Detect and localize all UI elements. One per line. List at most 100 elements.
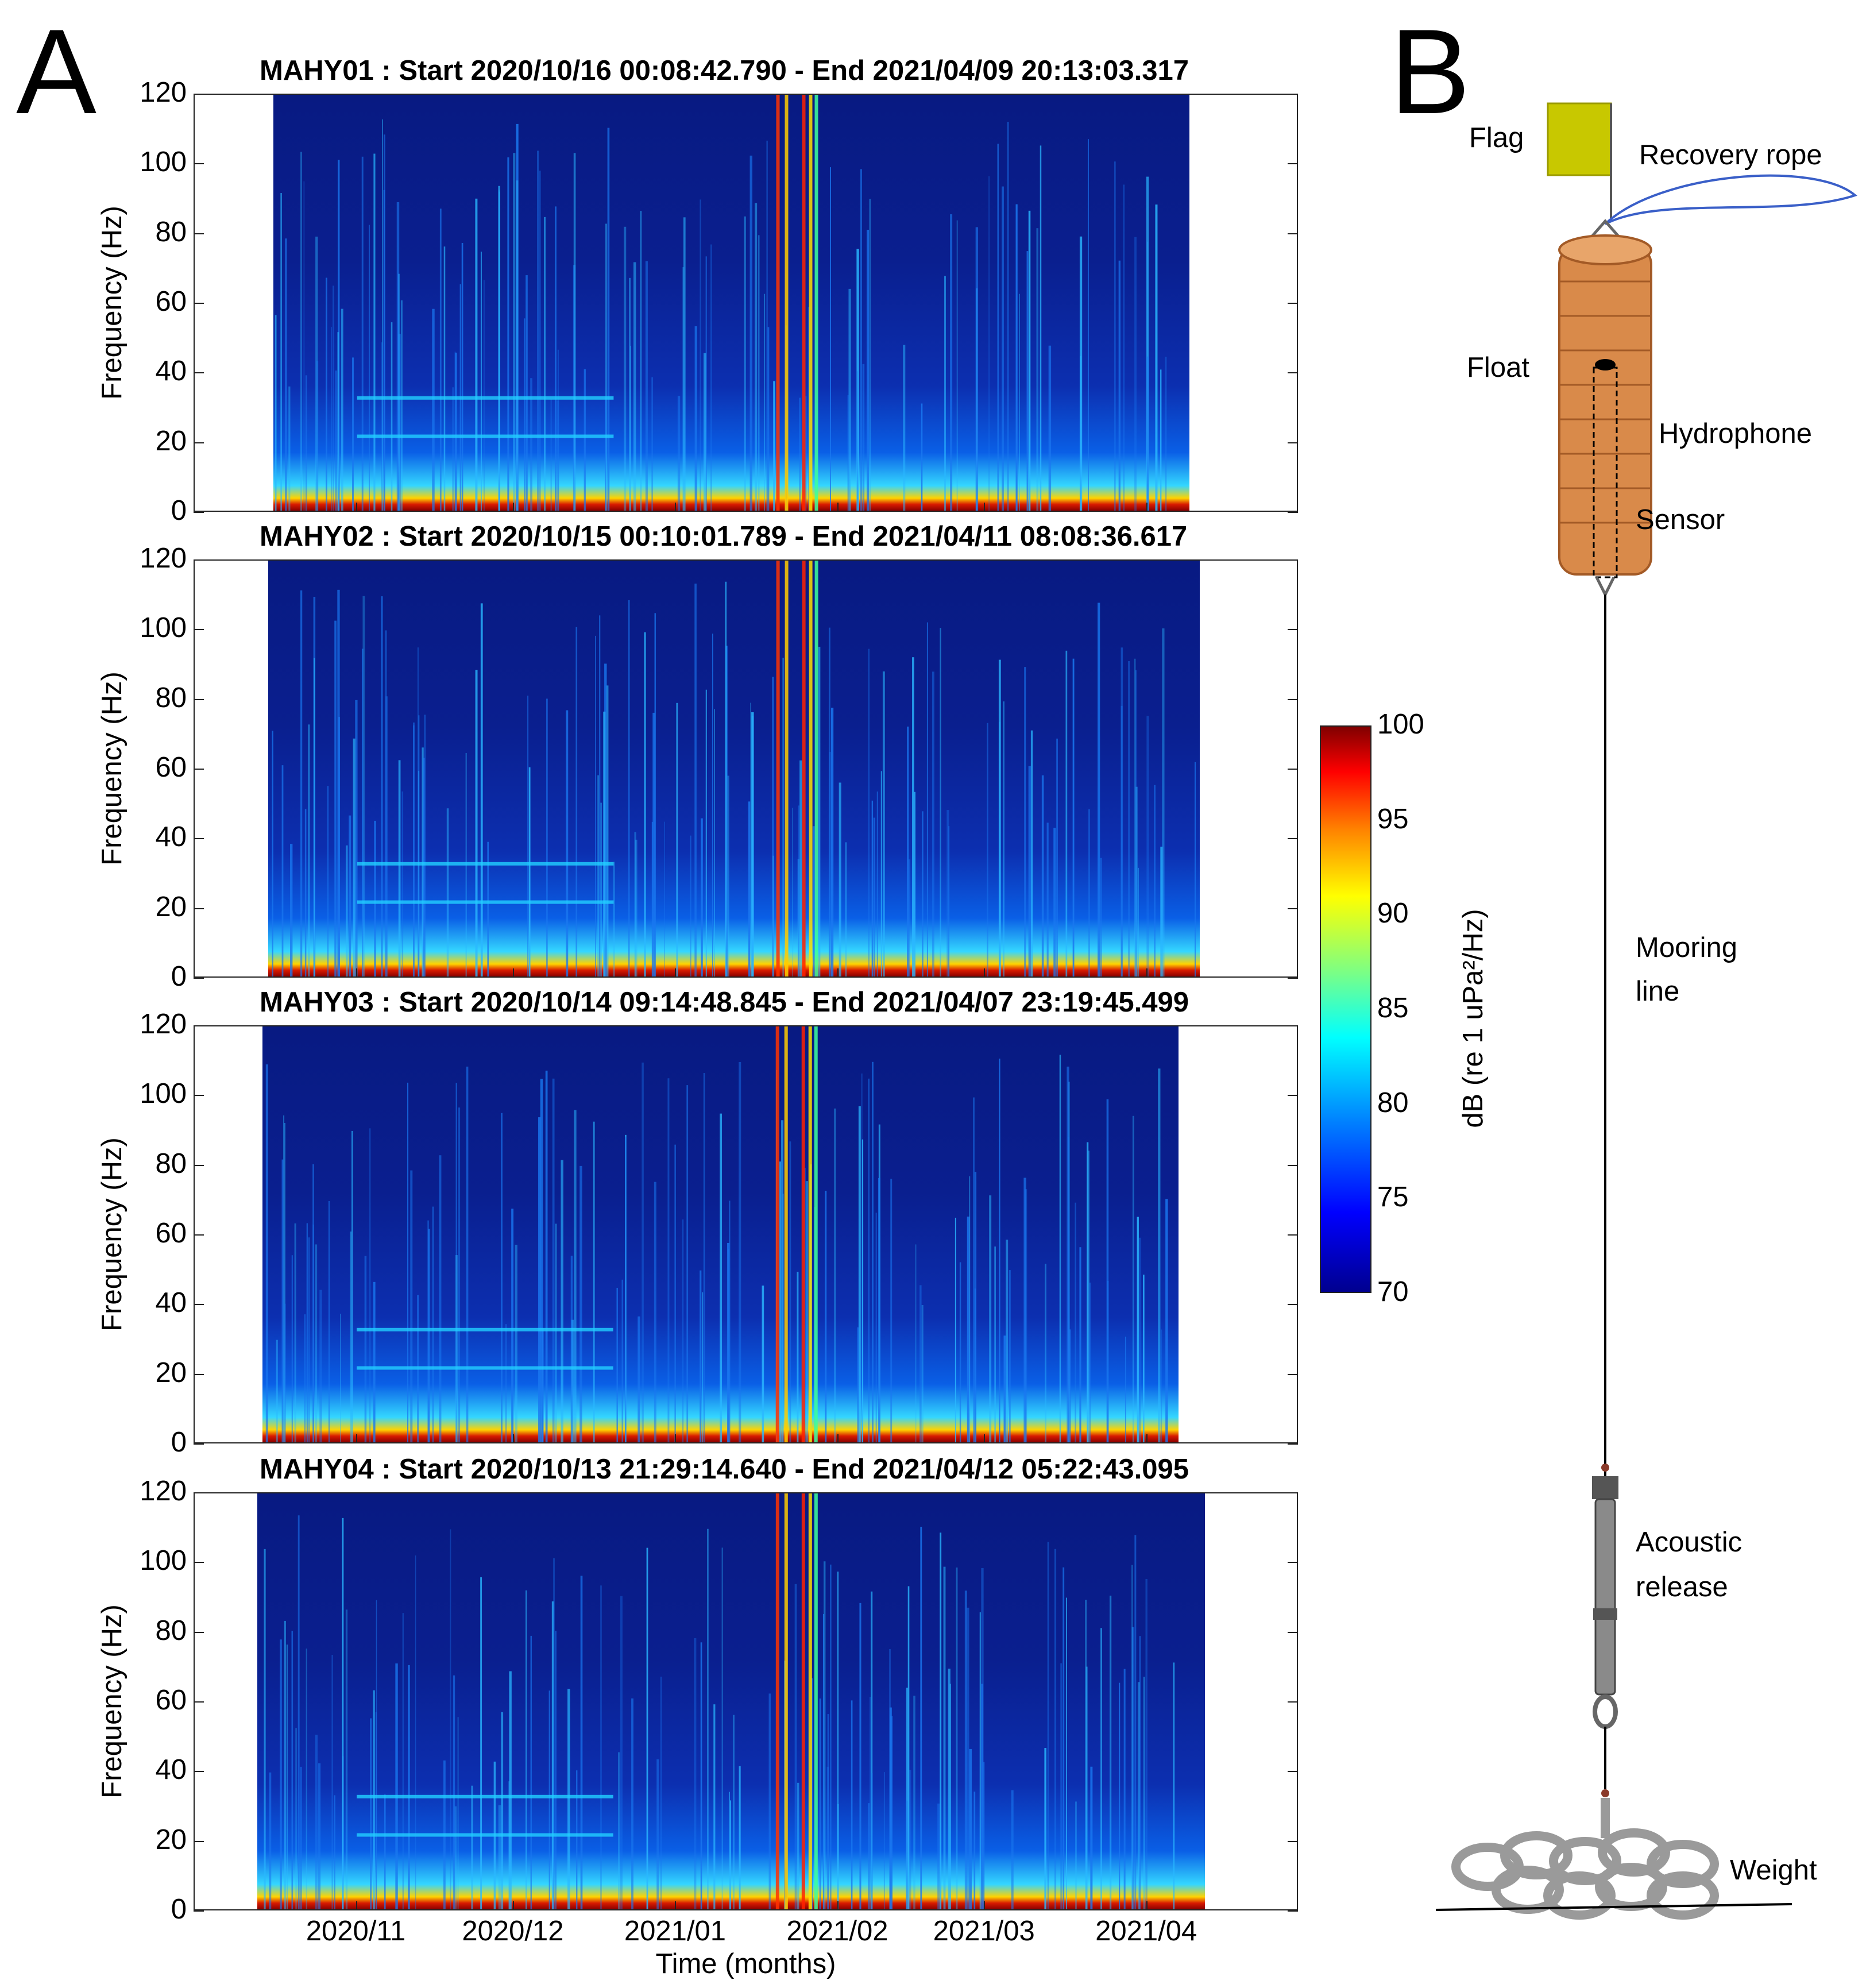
streak [376, 1600, 377, 1909]
streak [345, 845, 348, 976]
tonal-band [357, 900, 614, 904]
streak [483, 280, 485, 511]
streak [654, 613, 656, 976]
spectrogram-plot [194, 94, 1298, 512]
colorbar-tick-label: 80 [1377, 1087, 1409, 1118]
streak [830, 708, 833, 976]
streak [524, 318, 526, 511]
y-tick [194, 1701, 204, 1703]
streak [421, 747, 424, 976]
y-tick-label: 120 [140, 543, 187, 574]
streak [871, 800, 873, 976]
streak [749, 155, 752, 511]
streak [656, 1759, 659, 1909]
streak [859, 1603, 861, 1909]
x-tick [356, 968, 357, 978]
y-tick [1288, 233, 1298, 234]
streak [561, 1160, 564, 1442]
streak [512, 153, 516, 511]
streak [350, 1232, 352, 1442]
streak [744, 216, 746, 511]
colorbar-tick-label: 70 [1377, 1276, 1409, 1307]
streak [1070, 1329, 1071, 1442]
x-tick [1146, 1434, 1148, 1443]
streak [1161, 1329, 1162, 1442]
streak [546, 698, 548, 976]
streak [628, 600, 629, 976]
streak [638, 1316, 640, 1442]
label-float: Float [1467, 352, 1529, 383]
streak [986, 723, 988, 976]
y-tick-label: 60 [155, 286, 187, 317]
streak [341, 308, 343, 511]
streak [1048, 345, 1051, 511]
y-tick [1288, 629, 1298, 631]
streak [1153, 785, 1156, 976]
streak [663, 821, 665, 976]
streak [1137, 1217, 1139, 1442]
event-streak [809, 1026, 813, 1442]
y-tick [1288, 1025, 1298, 1026]
streak [439, 209, 442, 511]
y-tick [1288, 303, 1298, 304]
tonal-band [357, 862, 614, 866]
y-tick-label: 20 [155, 425, 187, 457]
streak [1110, 1595, 1112, 1909]
y-tick-label: 20 [155, 1357, 187, 1388]
colorbar-tick-label: 90 [1377, 898, 1409, 929]
streak [571, 1256, 573, 1442]
streak [739, 1061, 741, 1442]
streak [1003, 701, 1004, 976]
y-tick [1288, 512, 1298, 513]
streak [640, 211, 642, 511]
y-tick [194, 1025, 204, 1026]
streak [334, 1795, 336, 1909]
y-tick-label: 80 [155, 1148, 187, 1179]
streak [334, 620, 337, 976]
tonal-band [357, 1833, 614, 1837]
streak [1139, 1636, 1142, 1909]
spectrogram-title: MAHY03 : Start 2020/10/14 09:14:48.845 -… [260, 987, 1189, 1018]
streak [554, 1558, 555, 1909]
streak [342, 1518, 344, 1909]
streak [906, 1688, 909, 1909]
streak [280, 193, 282, 511]
streak [635, 839, 638, 976]
streak [703, 353, 706, 511]
streak [729, 1200, 731, 1442]
streak [1135, 786, 1138, 976]
streak [618, 1752, 620, 1909]
streak [983, 1762, 985, 1909]
streak [871, 1591, 873, 1909]
streak [1158, 1068, 1161, 1442]
streak [327, 786, 329, 976]
y-tick-label: 120 [140, 1009, 187, 1040]
y-tick-label: 100 [140, 1545, 187, 1577]
streak [880, 771, 882, 976]
tonal-band [357, 1794, 614, 1798]
streak [315, 1244, 318, 1442]
streak [1100, 1628, 1102, 1909]
streak [705, 256, 707, 511]
y-tick [1288, 1443, 1298, 1445]
colorbar-tick-label: 75 [1377, 1182, 1409, 1213]
streak [471, 1785, 473, 1909]
streak [384, 1794, 386, 1909]
streak [634, 832, 636, 976]
streak [1107, 1099, 1109, 1442]
y-tick-label: 80 [155, 1615, 187, 1646]
streak [275, 315, 277, 511]
streak [424, 715, 426, 976]
streak [368, 225, 370, 511]
streak [281, 1159, 284, 1442]
streak [295, 1223, 297, 1442]
streak [1099, 858, 1102, 976]
y-tick [194, 1562, 204, 1564]
streak [955, 1217, 957, 1442]
x-tick [984, 1434, 986, 1443]
x-tick [675, 1901, 677, 1910]
streak [539, 171, 541, 511]
streak [373, 1281, 376, 1442]
x-tick [512, 968, 514, 978]
sensor-icon [1595, 576, 1616, 598]
